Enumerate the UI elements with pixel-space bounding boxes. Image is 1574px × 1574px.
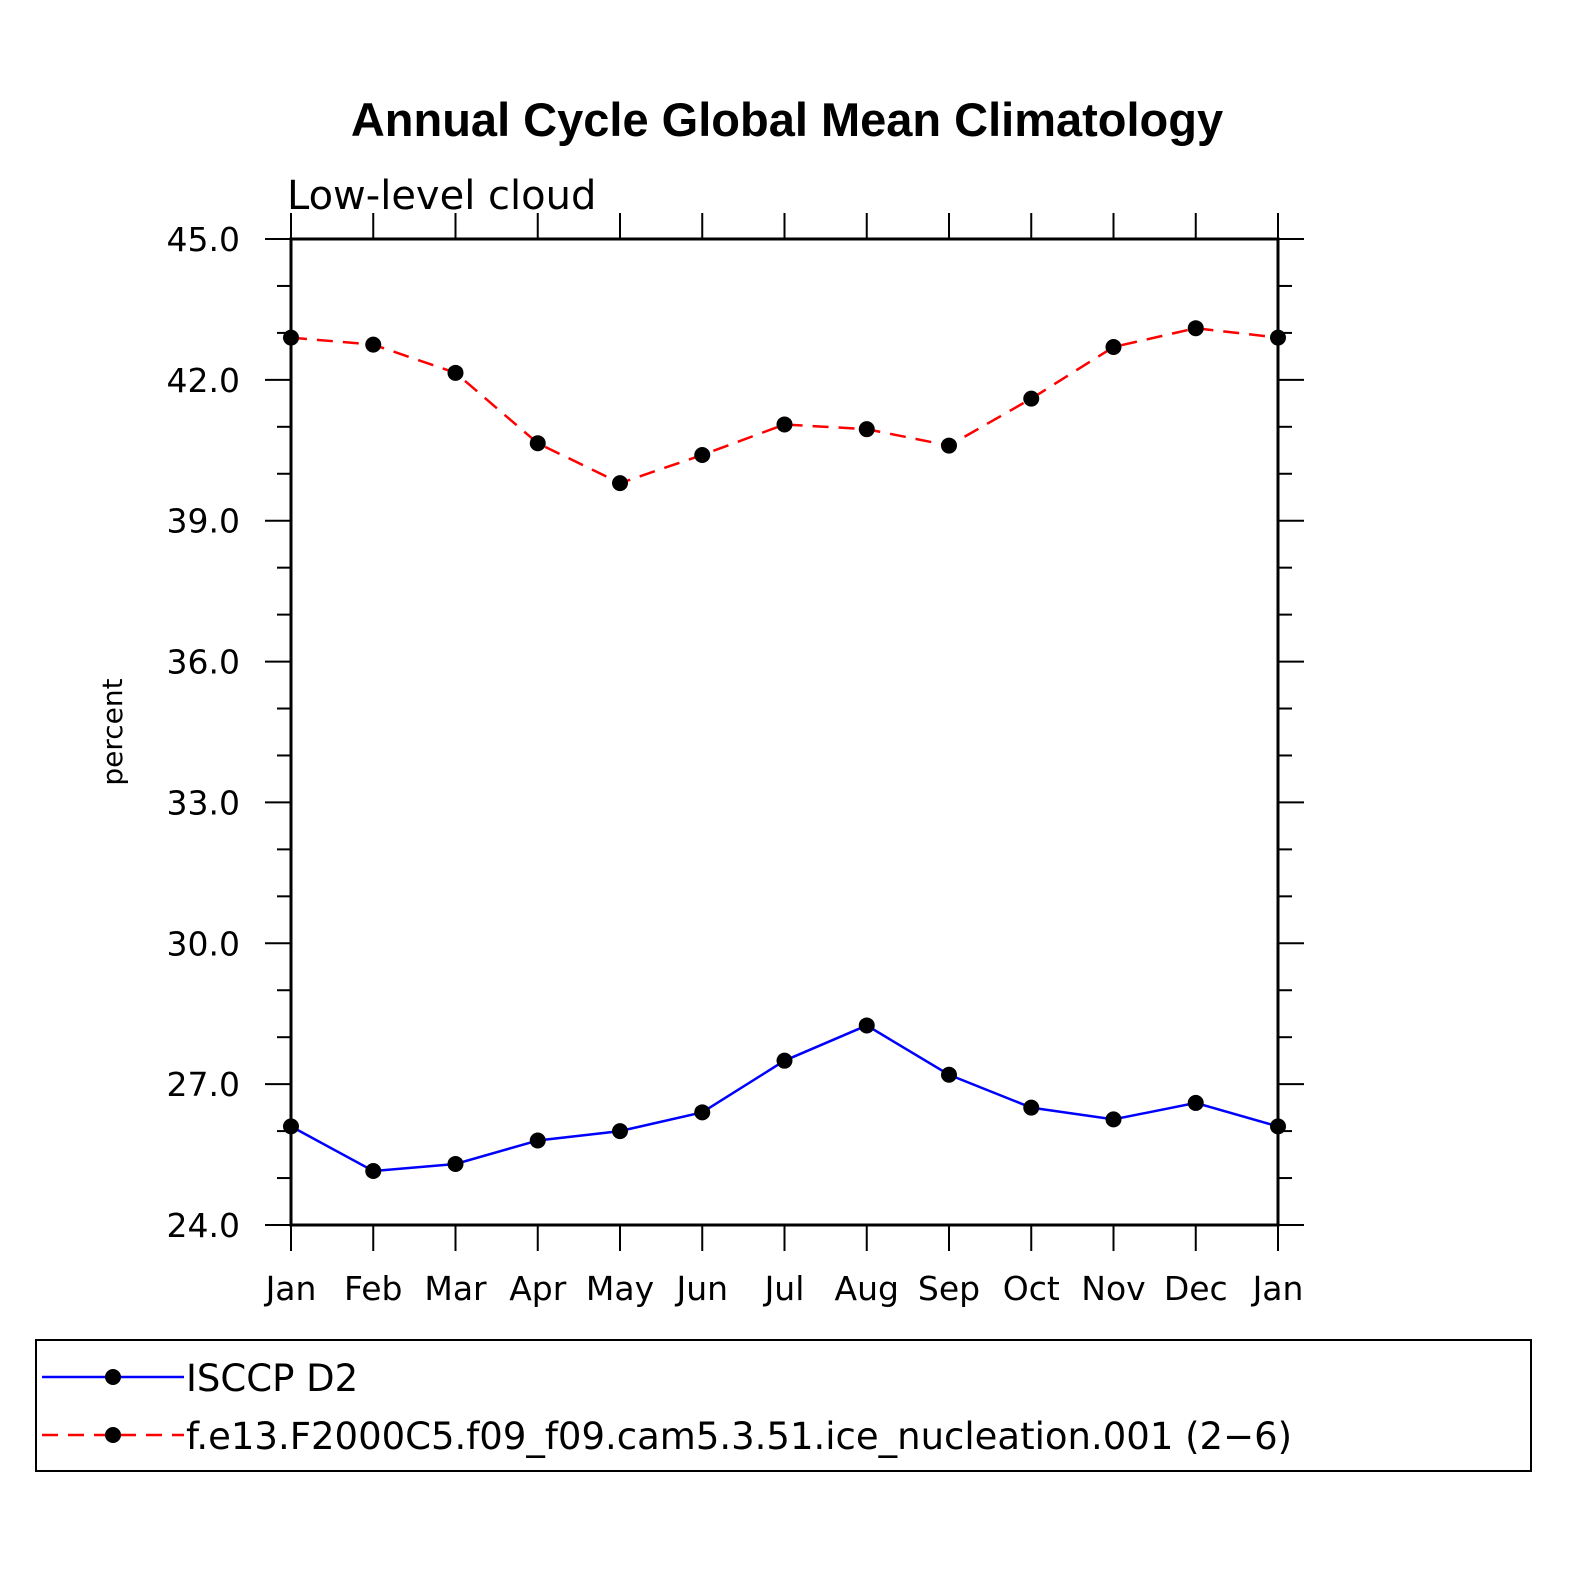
y-tick-label: 30.0 bbox=[167, 924, 240, 963]
x-tick-label: Mar bbox=[424, 1269, 487, 1308]
data-point bbox=[365, 1163, 382, 1180]
x-tick-label: Sep bbox=[918, 1269, 980, 1308]
x-tick-label: Jan bbox=[1251, 1269, 1304, 1308]
y-tick-label: 33.0 bbox=[167, 783, 240, 822]
data-point bbox=[694, 446, 711, 463]
plot-frame bbox=[289, 237, 1280, 1227]
x-tick-label: Oct bbox=[1003, 1269, 1060, 1308]
data-point bbox=[941, 1066, 957, 1083]
legend-box bbox=[35, 1339, 1532, 1472]
y-tick-label: 24.0 bbox=[167, 1206, 240, 1245]
data-point bbox=[776, 416, 793, 433]
y-axis-label: percent bbox=[96, 678, 129, 785]
series-layer bbox=[283, 320, 1286, 1180]
data-point bbox=[1105, 1111, 1122, 1128]
data-point bbox=[1187, 1094, 1204, 1111]
data-point bbox=[941, 437, 957, 454]
data-point bbox=[1023, 390, 1040, 407]
legend-label: ISCCP D2 bbox=[186, 1357, 358, 1400]
data-point bbox=[529, 435, 546, 452]
data-point bbox=[858, 421, 875, 438]
data-point bbox=[447, 1155, 464, 1172]
series-line bbox=[290, 326, 1279, 485]
x-tick-label: Dec bbox=[1164, 1269, 1228, 1308]
x-tick-label: Jan bbox=[264, 1269, 317, 1308]
y-tick-label: 27.0 bbox=[167, 1065, 240, 1104]
y-tick-label: 36.0 bbox=[167, 643, 240, 682]
x-tick-label: Aug bbox=[835, 1269, 899, 1308]
x-tick-label: Apr bbox=[509, 1269, 567, 1308]
data-point bbox=[776, 1052, 793, 1069]
data-point bbox=[529, 1132, 546, 1149]
series-2 bbox=[283, 320, 1286, 492]
chart-title: Annual Cycle Global Mean Climatology bbox=[351, 93, 1223, 146]
data-point bbox=[1187, 320, 1204, 337]
data-point bbox=[1105, 338, 1122, 355]
y-tick-label: 45.0 bbox=[167, 220, 240, 259]
legend-label: f.e13.F2000C5.f09_f09.cam5.3.51.ice_nucl… bbox=[186, 1415, 1292, 1458]
data-point bbox=[447, 364, 464, 381]
x-tick-label: Jun bbox=[674, 1269, 728, 1308]
series-line bbox=[290, 1024, 1279, 1173]
x-tick-label: Feb bbox=[344, 1269, 402, 1308]
data-point bbox=[612, 475, 628, 492]
x-tick-label: Nov bbox=[1081, 1269, 1145, 1308]
x-tick-label: May bbox=[586, 1269, 654, 1308]
data-point bbox=[1023, 1099, 1040, 1116]
data-point bbox=[283, 329, 299, 346]
data-point bbox=[283, 1118, 299, 1135]
y-tick-label: 39.0 bbox=[167, 502, 240, 541]
legend-marker bbox=[105, 1369, 121, 1385]
x-tick-label: Jul bbox=[763, 1269, 805, 1308]
y-tick-label: 42.0 bbox=[167, 361, 240, 400]
x-ticks: Jan Feb Mar Apr May Jun Jul Aug Sep Oct Nov Dec Jan bbox=[264, 213, 1304, 1308]
data-point bbox=[1270, 1118, 1286, 1135]
data-point bbox=[365, 336, 382, 353]
data-point bbox=[694, 1104, 711, 1121]
plot-border bbox=[289, 237, 1280, 1227]
y-ticks: 24.0 27.0 30.0 33.0 36.0 39.0 42.0 45.0 bbox=[167, 220, 1304, 1245]
legend: ISCCP D2 f.e13.F2000C5.f09_f09.cam5.3.51.… bbox=[35, 1339, 1532, 1472]
data-point bbox=[1270, 329, 1286, 346]
data-point bbox=[612, 1123, 628, 1140]
legend-marker bbox=[105, 1427, 121, 1443]
data-point bbox=[858, 1017, 875, 1034]
chart-subtitle: Low-level cloud bbox=[287, 173, 596, 219]
series-1 bbox=[283, 1017, 1286, 1180]
